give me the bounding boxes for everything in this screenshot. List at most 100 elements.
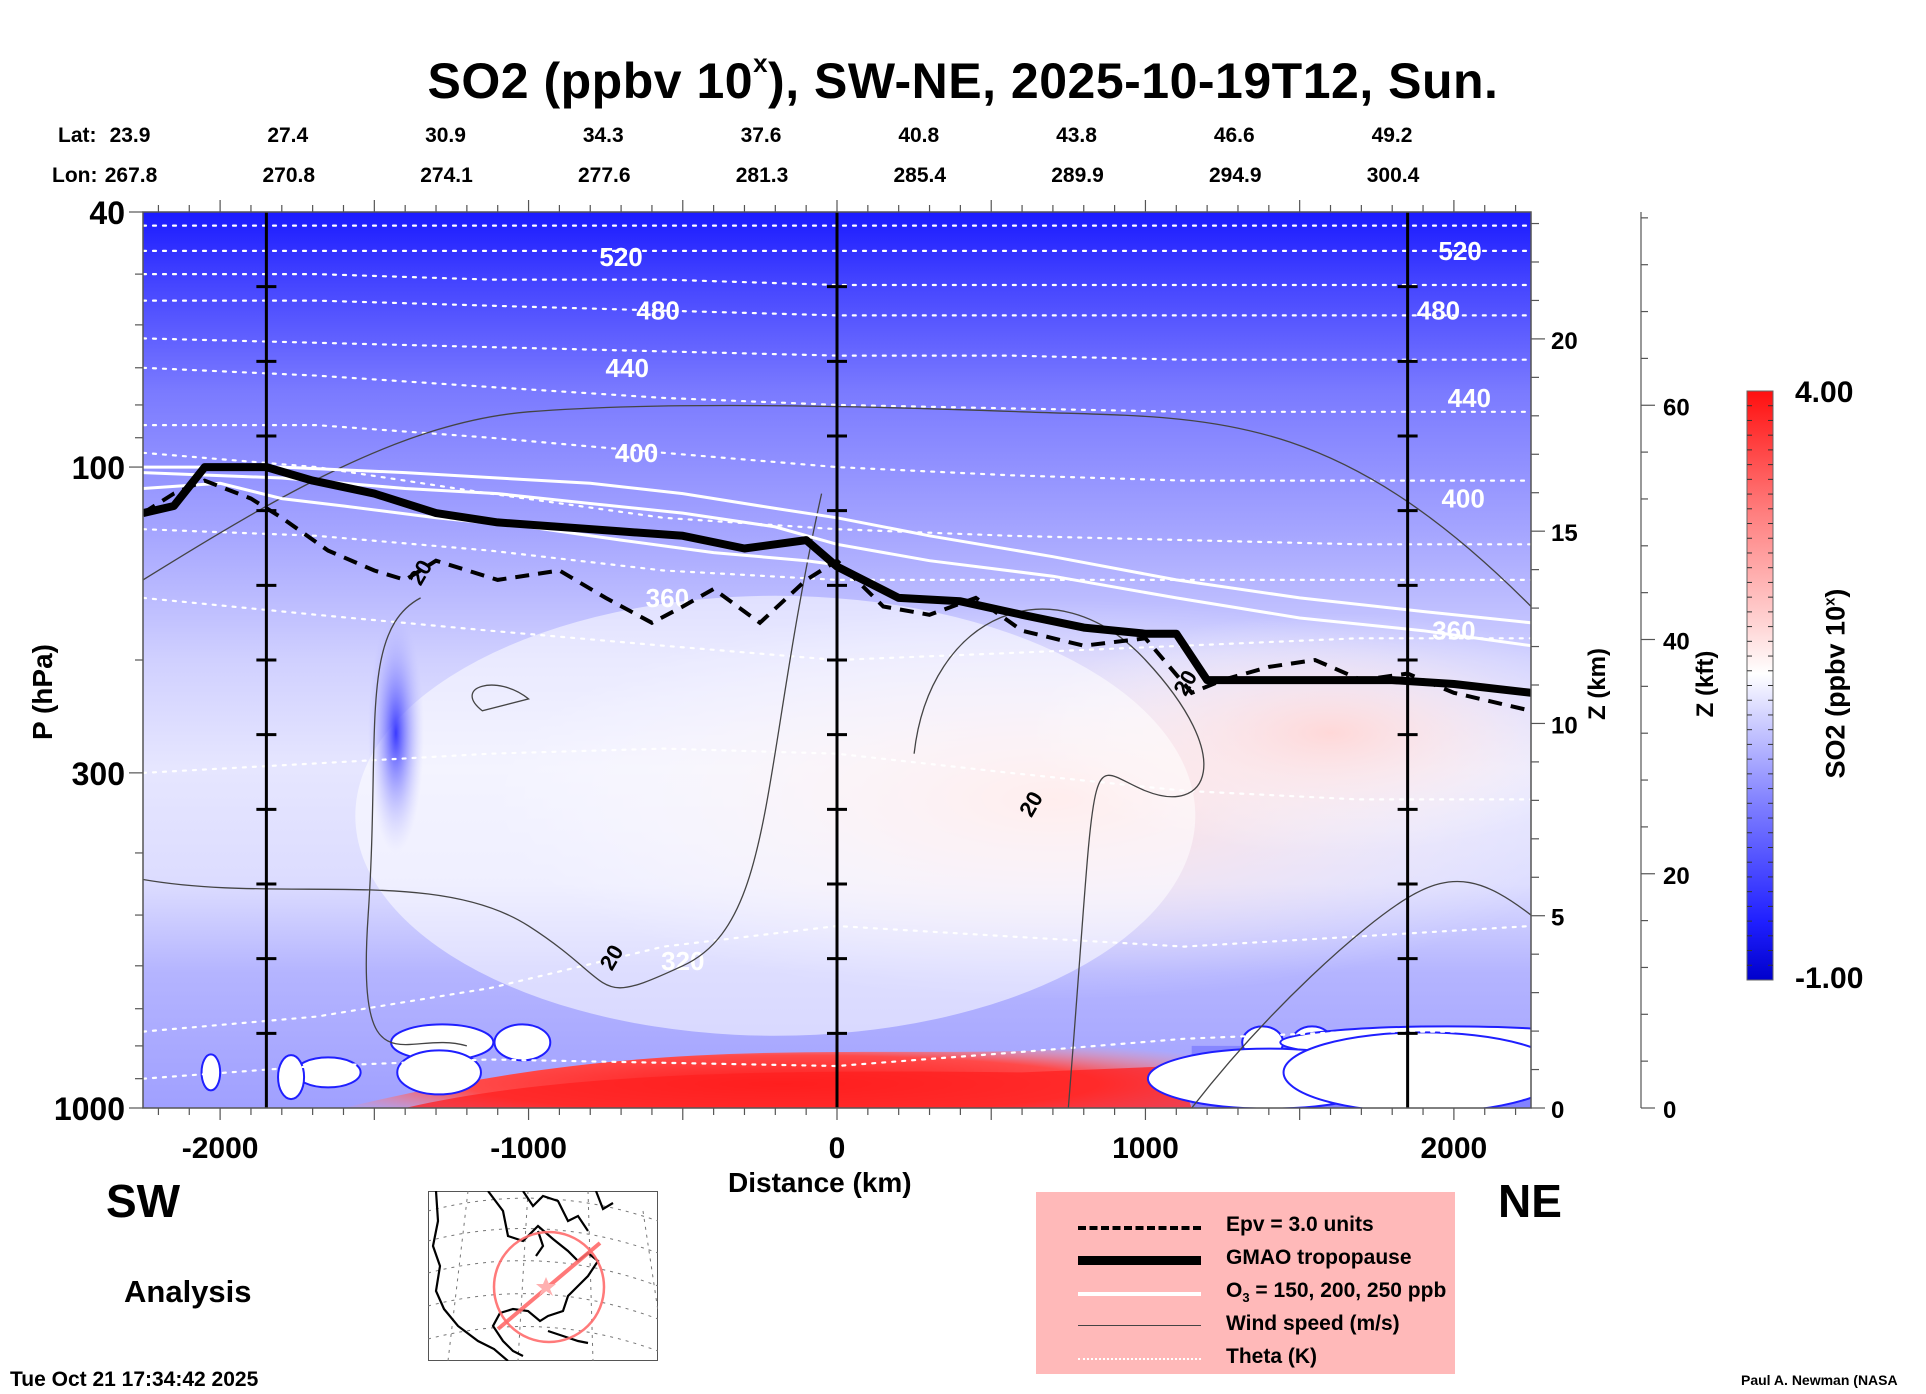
ozone-contour-150 (143, 465, 1531, 625)
x-tick-label: 0 (829, 1132, 846, 1165)
theta-contour (143, 424, 1531, 482)
theta-contour-440 (143, 366, 1531, 413)
z-km-tick-label: 20 (1551, 328, 1578, 355)
z-km-axis-title: Z (km) (1584, 648, 1611, 720)
colorbar-max-label: 4.00 (1795, 376, 1854, 409)
title-superscript: x (753, 48, 769, 78)
legend-swatch-dashed (1078, 1226, 1201, 1230)
theta-label: 520 (599, 242, 642, 272)
legend-label-rest: = 150, 200, 250 ppb (1249, 1279, 1447, 1302)
z-kft-tick-label: 60 (1663, 394, 1690, 421)
theta-label: 480 (1417, 296, 1460, 326)
missing-data-patch (1282, 1031, 1531, 1108)
lon-value: 274.1 (420, 164, 473, 187)
theta-label: 320 (661, 946, 704, 976)
author-credit: Paul A. Newman (NASA (1741, 1372, 1898, 1388)
theta-label: 440 (1448, 383, 1491, 413)
so2-neutral-region (355, 595, 1196, 1036)
lon-label: Lon: (52, 164, 98, 187)
x-tick-label: -2000 (182, 1132, 259, 1165)
legend-item-ozone: O3 = 150, 200, 250 ppb (1036, 1278, 1455, 1308)
theta-label: 360 (1432, 616, 1475, 646)
map-coastlines (431, 1191, 614, 1361)
direction-left-label: SW (106, 1175, 181, 1227)
map-frame (428, 1191, 658, 1361)
so2-convective-minimum (367, 613, 424, 854)
lat-value: 37.6 (740, 124, 782, 147)
title-suffix: ), SW-NE, 2025-10-19T12, Sun. (768, 53, 1499, 109)
lat-value: 46.6 (1213, 124, 1255, 147)
wind-speed-contour (1191, 880, 1531, 1108)
missing-data-patch (493, 1023, 552, 1062)
lat-value: 49.2 (1371, 124, 1413, 147)
lat-value: 34.3 (582, 124, 624, 147)
run-type-label: Analysis (124, 1274, 252, 1309)
lon-value: 285.4 (893, 164, 947, 187)
map-graticule (428, 1191, 658, 1361)
missing-data-patch (200, 1053, 222, 1092)
theta-contour-360 (143, 596, 1531, 662)
lat-value: 27.4 (267, 124, 309, 147)
lon-value: 277.6 (577, 164, 631, 187)
lon-value: 267.8 (104, 164, 158, 187)
theta-contour (143, 528, 1531, 581)
legend-label: Wind speed (m/s) (1226, 1312, 1400, 1335)
lon-value: 289.9 (1051, 164, 1104, 187)
theta-contour (143, 273, 1531, 287)
lat-value: 43.8 (1056, 124, 1097, 147)
lon-value: 281.3 (735, 164, 789, 187)
lon-value: 270.8 (262, 164, 316, 187)
legend-item-theta: Theta (K) (1036, 1344, 1455, 1374)
theta-label: 520 (1438, 236, 1481, 266)
theta-contour (143, 747, 1531, 801)
theta-contour (143, 1030, 1531, 1080)
legend-label: Epv = 3.0 units (1226, 1213, 1374, 1236)
direction-right-label: NE (1498, 1175, 1562, 1227)
timestamp: Tue Oct 21 17:34:42 2025 (10, 1368, 259, 1391)
x-tick-label: 2000 (1421, 1132, 1488, 1165)
z-km-tick-label: 10 (1551, 712, 1578, 739)
lat-label: Lat: (58, 124, 97, 147)
theta-label: 400 (1441, 484, 1484, 514)
y-tick-label: 300 (72, 756, 125, 792)
theta-label: 400 (615, 438, 658, 468)
legend-label: GMAO tropopause (1226, 1246, 1412, 1269)
wind-speed-contour (471, 684, 530, 712)
x-tick-label: -1000 (490, 1132, 567, 1165)
theta-contour-480 (143, 299, 1531, 317)
z-km-tick-label: 5 (1551, 905, 1564, 932)
missing-data-patch (277, 1054, 306, 1101)
theta-contour (143, 337, 1531, 361)
lon-value: 300.4 (1366, 164, 1420, 187)
legend-item-tropopause: GMAO tropopause (1036, 1245, 1455, 1275)
z-kft-tick-label: 0 (1663, 1097, 1676, 1124)
legend-swatch-white (1078, 1292, 1201, 1296)
wind-speed-contour (365, 597, 468, 1047)
x-axis-title: Distance (km) (728, 1167, 912, 1198)
legend-item-wind: Wind speed (m/s) (1036, 1311, 1455, 1341)
legend-label: Theta (K) (1226, 1345, 1317, 1368)
so2-boundary-layer-core (405, 1066, 1192, 1108)
y-tick-label: 100 (72, 450, 125, 486)
locator-map (428, 1191, 658, 1361)
z-km-tick-label: 0 (1551, 1097, 1564, 1124)
theta-contour-400 (143, 451, 1531, 546)
legend-swatch-thick (1078, 1256, 1201, 1265)
legend-swatch-dotted (1078, 1358, 1201, 1360)
y-tick-label: 1000 (54, 1091, 125, 1127)
legend-label: O3 = 150, 200, 250 ppb (1226, 1279, 1446, 1305)
x-tick-label: 1000 (1112, 1132, 1179, 1165)
z-kft-tick-label: 40 (1663, 629, 1690, 656)
y-axis-title: P (hPa) (27, 644, 58, 740)
wind-speed-contour (913, 608, 1205, 1108)
z-kft-tick-label: 20 (1663, 863, 1690, 890)
map-range-circle (492, 1230, 606, 1344)
legend-label-sub: 3 (1242, 1290, 1250, 1306)
ozone-contour-200 (143, 471, 1531, 648)
title-text: SO2 (ppbv 10 (427, 53, 754, 109)
legend-box: Epv = 3.0 units GMAO tropopause O3 = 150… (1036, 1192, 1455, 1374)
lon-value: 294.9 (1208, 164, 1262, 187)
legend-label-o: O (1226, 1279, 1243, 1302)
map-center-star-icon (536, 1277, 556, 1296)
